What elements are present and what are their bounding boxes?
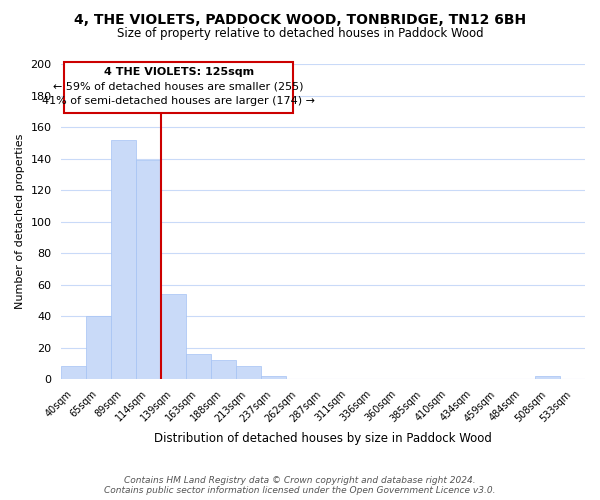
Text: 41% of semi-detached houses are larger (174) →: 41% of semi-detached houses are larger (… [42, 96, 315, 106]
Bar [535, 376, 560, 379]
Bar [136, 160, 161, 379]
X-axis label: Distribution of detached houses by size in Paddock Wood: Distribution of detached houses by size … [154, 432, 492, 445]
Bar [86, 316, 111, 379]
Text: Size of property relative to detached houses in Paddock Wood: Size of property relative to detached ho… [116, 28, 484, 40]
Bar [161, 294, 186, 379]
Bar [61, 366, 86, 379]
Text: ← 59% of detached houses are smaller (255): ← 59% of detached houses are smaller (25… [53, 82, 304, 92]
Bar [261, 376, 286, 379]
Y-axis label: Number of detached properties: Number of detached properties [15, 134, 25, 309]
Bar [211, 360, 236, 379]
Text: 4 THE VIOLETS: 125sqm: 4 THE VIOLETS: 125sqm [104, 67, 254, 77]
Text: 4, THE VIOLETS, PADDOCK WOOD, TONBRIDGE, TN12 6BH: 4, THE VIOLETS, PADDOCK WOOD, TONBRIDGE,… [74, 12, 526, 26]
Bar [236, 366, 261, 379]
Bar [111, 140, 136, 379]
Bar [186, 354, 211, 379]
Text: Contains HM Land Registry data © Crown copyright and database right 2024.
Contai: Contains HM Land Registry data © Crown c… [104, 476, 496, 495]
FancyBboxPatch shape [64, 62, 293, 113]
